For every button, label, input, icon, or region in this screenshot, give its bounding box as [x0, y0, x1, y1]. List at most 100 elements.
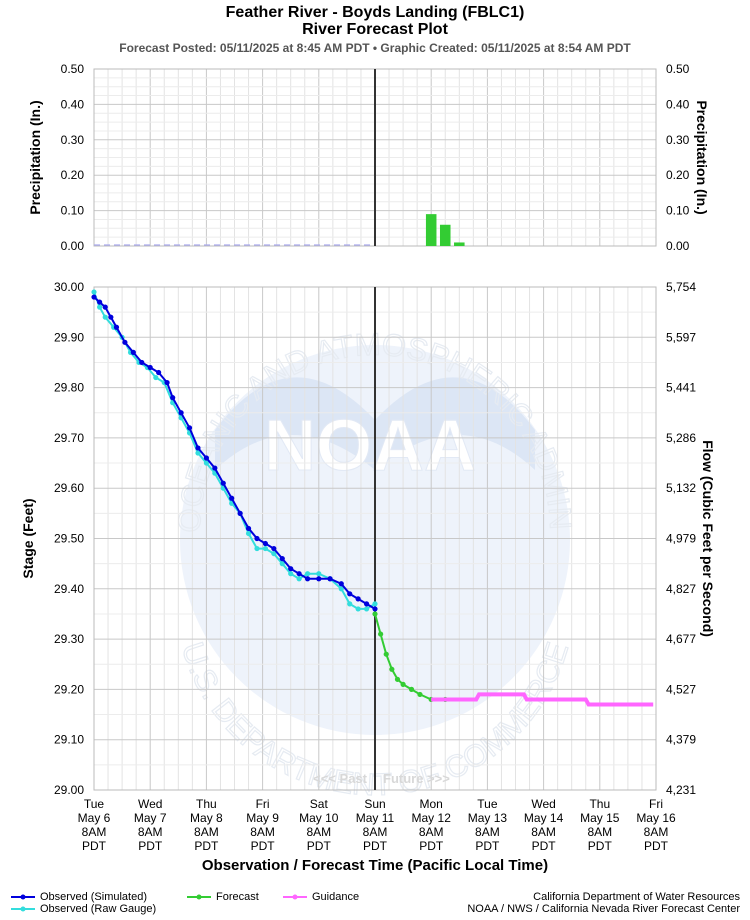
x-tick-label: Thu [196, 797, 217, 811]
series-point-1 [316, 571, 322, 577]
precip-bar [439, 224, 451, 246]
x-tick-label: PDT [419, 839, 444, 853]
x-tick-label: PDT [475, 839, 500, 853]
x-tick-label: May 10 [299, 811, 339, 825]
series-point-1 [91, 289, 97, 295]
series-point-0 [97, 299, 103, 305]
x-tick-label: May 9 [246, 811, 279, 825]
x-tick-label: Fri [649, 797, 663, 811]
forecast-posted-note: Forecast Posted: 05/11/2025 at 8:45 AM P… [119, 41, 631, 55]
precip-bar [425, 214, 437, 246]
series-point-0 [363, 601, 370, 607]
stage-tick-left: 29.40 [54, 582, 84, 596]
legend-item-forecast: Forecast [186, 891, 259, 903]
series-point-0 [254, 535, 260, 542]
precip-tick-left: 0.30 [61, 133, 85, 147]
legend-swatch-forecast [187, 894, 211, 900]
x-axis-title: Observation / Forecast Time (Pacific Loc… [202, 857, 548, 874]
x-tick-label: May 6 [78, 811, 111, 825]
series-point-0 [372, 606, 378, 612]
x-tick-label: PDT [138, 839, 163, 853]
series-point-2 [394, 676, 401, 682]
legend-swatch-observed-raw [11, 906, 35, 912]
x-tick-label: PDT [532, 839, 557, 853]
series-point-1 [279, 561, 285, 567]
x-tick-label: May 14 [524, 811, 564, 825]
x-tick-label: 8AM [644, 825, 669, 839]
series-point-0 [195, 445, 201, 451]
series-point-0 [139, 359, 145, 366]
legend-label-observed-raw: Observed (Raw Gauge) [40, 903, 157, 915]
x-tick-label: Sat [310, 797, 329, 811]
hydrograph-svg: NOAA NATIONAL OCEANIC AND ATMOSPHERIC AD… [0, 0, 716, 874]
x-tick-label: May 7 [134, 811, 167, 825]
series-point-1 [254, 545, 260, 552]
x-tick-label: 8AM [138, 825, 163, 839]
x-tick-label: May 16 [636, 811, 676, 825]
noaa-logo-text: NOAA [264, 406, 476, 486]
x-tick-label: 8AM [531, 825, 556, 839]
series-point-2 [389, 666, 395, 672]
x-tick-label: PDT [363, 839, 388, 853]
precip-tick-left: 0.10 [61, 204, 85, 218]
series-point-0 [271, 545, 277, 552]
precip-tick-right: 0.30 [666, 133, 690, 147]
series-point-1 [195, 450, 201, 456]
series-line-2 [374, 613, 446, 701]
flow-tick-right: 5,597 [666, 330, 696, 344]
series-point-0 [288, 566, 294, 572]
series-point-1 [304, 571, 311, 577]
x-tick-label: May 15 [580, 811, 620, 825]
x-tick-label: 8AM [363, 825, 388, 839]
series-point-1 [271, 550, 277, 557]
series-point-1 [102, 314, 108, 320]
x-tick-label: Wed [531, 797, 555, 811]
series-point-0 [108, 314, 114, 320]
series-point-2 [400, 681, 406, 687]
series-point-1 [347, 601, 353, 607]
series-point-0 [229, 495, 235, 501]
series-point-0 [237, 510, 243, 516]
flow-tick-right: 5,441 [666, 381, 696, 395]
precip-tick-left: 0.20 [61, 168, 85, 182]
series-point-1 [296, 576, 302, 582]
x-tick-label: Thu [589, 797, 610, 811]
stage-tick-left: 29.60 [54, 481, 84, 495]
series-point-0 [355, 596, 361, 602]
credit-agency: California Department of Water Resources [533, 891, 740, 903]
x-tick-label: 8AM [475, 825, 500, 839]
precip-tick-left: 0.40 [61, 97, 85, 111]
stage-tick-left: 29.30 [54, 632, 84, 646]
x-tick-label: 8AM [250, 825, 275, 839]
series-point-0 [113, 324, 120, 330]
legend-item-observed-raw: Observed (Raw Gauge) [10, 903, 156, 915]
series-point-0 [347, 591, 353, 597]
precip-ylabel-right: Precipitation (In.) [694, 100, 710, 214]
series-point-0 [262, 540, 269, 547]
chart-title: Feather River - Boyds Landing (FBLC1) [225, 4, 525, 21]
series-point-0 [102, 304, 108, 310]
x-tick-label: PDT [251, 839, 276, 853]
x-tick-label: May 11 [356, 811, 395, 825]
x-tick-label: Tue [477, 797, 498, 811]
x-tick-label: May 8 [190, 811, 223, 825]
series-point-0 [212, 465, 218, 471]
series-point-1 [288, 571, 294, 577]
x-tick-label: 8AM [419, 825, 444, 839]
past-label: <<< Past [313, 771, 368, 786]
series-point-0 [304, 576, 311, 582]
flow-tick-right: 4,231 [666, 783, 696, 797]
series-point-2 [378, 631, 384, 637]
series-point-0 [178, 410, 184, 416]
flow-tick-right: 4,379 [666, 733, 696, 747]
credits: California Department of Water Resources… [467, 891, 740, 915]
x-tick-label: Wed [138, 797, 162, 811]
chart-subtitle: River Forecast Plot [302, 21, 448, 38]
precip-tick-right: 0.20 [666, 168, 690, 182]
series-point-1 [153, 374, 159, 381]
stage-tick-left: 29.70 [54, 431, 84, 445]
series-point-1 [355, 606, 361, 612]
x-tick-label: Sun [364, 797, 385, 811]
legend-item-observed-simulated: Observed (Simulated) [10, 891, 156, 903]
